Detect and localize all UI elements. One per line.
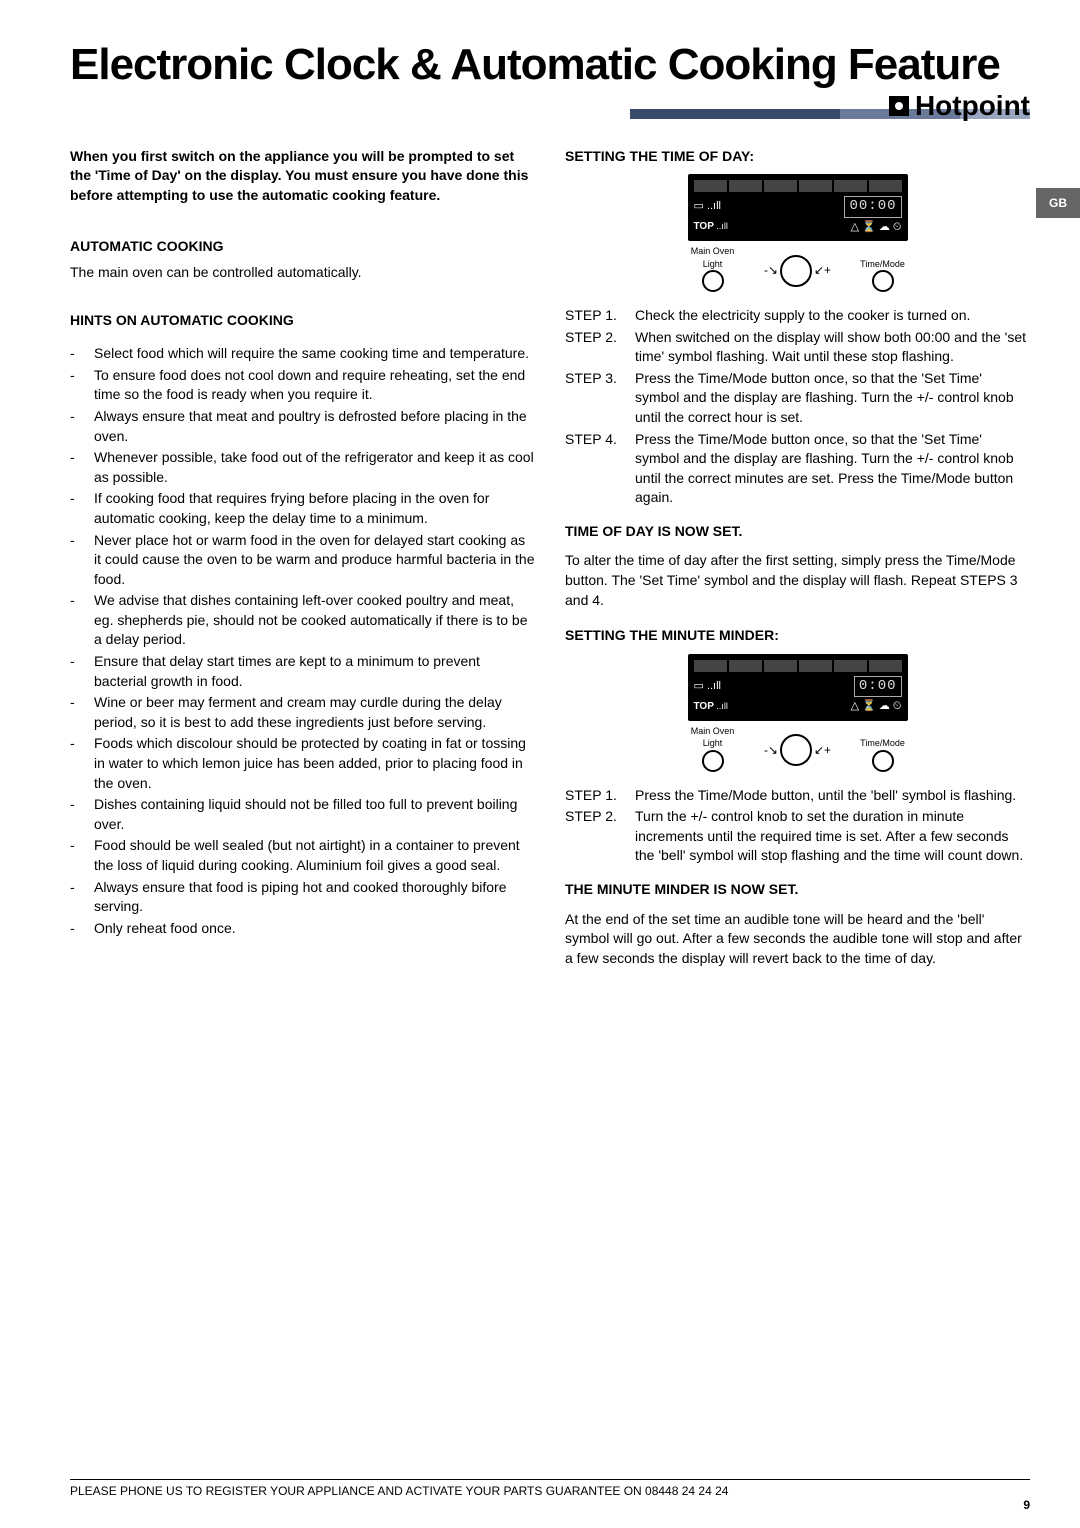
- time-mode-knob[interactable]: [872, 270, 894, 292]
- hint-item: Ensure that delay start times are kept t…: [94, 652, 535, 691]
- step-text: Press the Time/Mode button, until the 'b…: [635, 786, 1030, 806]
- light-knob[interactable]: [702, 270, 724, 292]
- brand-icon: [889, 96, 909, 116]
- display-panel-2: ▭ ..ıll 0:00 TOP ..ıll △ ⏳ ☁ ⏲ Main Oven…: [565, 654, 1030, 776]
- main-oven-label: Main Oven Light: [678, 725, 748, 776]
- hint-item: Foods which discolour should be protecte…: [94, 734, 535, 793]
- step-text: Press the Time/Mode button once, so that…: [635, 430, 1030, 508]
- hint-item: Food should be well sealed (but not airt…: [94, 836, 535, 875]
- minute-steps: STEP 1.Press the Time/Mode button, until…: [565, 786, 1030, 866]
- lcd-display: 00:00: [844, 196, 901, 218]
- minute-now-set-text: At the end of the set time an audible to…: [565, 910, 1030, 969]
- step-row: STEP 2.Turn the +/- control knob to set …: [565, 807, 1030, 866]
- step-text: Press the Time/Mode button once, so that…: [635, 369, 1030, 428]
- hint-item: Always ensure that food is piping hot an…: [94, 878, 535, 917]
- step-label: STEP 2.: [565, 328, 635, 367]
- display-panel-1: ▭ ..ıll 00:00 TOP ..ıll △ ⏳ ☁ ⏲ Main Ove…: [565, 174, 1030, 296]
- step-row: STEP 4.Press the Time/Mode button once, …: [565, 430, 1030, 508]
- hint-item: We advise that dishes containing left-ov…: [94, 591, 535, 650]
- step-row: STEP 2.When switched on the display will…: [565, 328, 1030, 367]
- hints-header: HINTS ON AUTOMATIC COOKING: [70, 311, 535, 331]
- main-oven-label: Main Oven Light: [678, 245, 748, 296]
- brand-text: Hotpoint: [915, 90, 1030, 122]
- time-now-set-header: TIME OF DAY IS NOW SET.: [565, 522, 1030, 542]
- light-knob[interactable]: [702, 750, 724, 772]
- step-label: STEP 1.: [565, 786, 635, 806]
- hints-list: Select food which will require the same …: [70, 344, 535, 938]
- lcd-display: 0:00: [854, 676, 902, 698]
- top-label: TOP: [694, 701, 714, 712]
- footer-text: PLEASE PHONE US TO REGISTER YOUR APPLIAN…: [70, 1484, 728, 1498]
- step-label: STEP 1.: [565, 306, 635, 326]
- time-steps: STEP 1.Check the electricity supply to t…: [565, 306, 1030, 508]
- setting-time-header: SETTING THE TIME OF DAY:: [565, 147, 1030, 167]
- hint-item: To ensure food does not cool down and re…: [94, 366, 535, 405]
- time-mode-label: Time/Mode: [848, 725, 918, 776]
- hint-item: Dishes containing liquid should not be f…: [94, 795, 535, 834]
- minute-now-set-header: THE MINUTE MINDER IS NOW SET.: [565, 880, 1030, 900]
- oven-icon: ▭ ..ıll: [694, 679, 722, 694]
- intro-text: When you first switch on the appliance y…: [70, 147, 535, 206]
- hint-item: Wine or beer may ferment and cream may c…: [94, 693, 535, 732]
- accent-seg-1: [630, 109, 840, 119]
- page-number: 9: [1023, 1498, 1030, 1512]
- step-label: STEP 3.: [565, 369, 635, 428]
- icon-row: △ ⏳ ☁ ⏲: [851, 699, 902, 714]
- time-mode-knob[interactable]: [872, 750, 894, 772]
- automatic-cooking-header: AUTOMATIC COOKING: [70, 237, 535, 257]
- step-row: STEP 3.Press the Time/Mode button once, …: [565, 369, 1030, 428]
- footer: PLEASE PHONE US TO REGISTER YOUR APPLIAN…: [70, 1479, 1030, 1498]
- step-text: Check the electricity supply to the cook…: [635, 306, 1030, 326]
- region-tag: GB: [1036, 188, 1080, 218]
- time-mode-label: Time/Mode: [848, 245, 918, 296]
- step-label: STEP 2.: [565, 807, 635, 866]
- accent-bar: [70, 109, 1030, 119]
- time-now-set-text: To alter the time of day after the first…: [565, 551, 1030, 610]
- hint-item: If cooking food that requires frying bef…: [94, 489, 535, 528]
- hint-item: Always ensure that meat and poultry is d…: [94, 407, 535, 446]
- oven-icon: ▭ ..ıll: [694, 199, 722, 214]
- step-row: STEP 1.Press the Time/Mode button, until…: [565, 786, 1030, 806]
- step-label: STEP 4.: [565, 430, 635, 508]
- left-column: When you first switch on the appliance y…: [70, 147, 535, 969]
- automatic-cooking-sub: The main oven can be controlled automati…: [70, 263, 535, 283]
- icon-row: △ ⏳ ☁ ⏲: [851, 220, 902, 235]
- top-label: TOP: [694, 221, 714, 232]
- step-text: Turn the +/- control knob to set the dur…: [635, 807, 1030, 866]
- control-knob[interactable]: [780, 255, 812, 287]
- brand-logo: Hotpoint: [889, 90, 1030, 122]
- hint-item: Whenever possible, take food out of the …: [94, 448, 535, 487]
- hint-item: Select food which will require the same …: [94, 344, 535, 364]
- control-knob[interactable]: [780, 734, 812, 766]
- right-column: SETTING THE TIME OF DAY: ▭ ..ıll 00:00 T…: [565, 147, 1030, 969]
- hint-item: Only reheat food once.: [94, 919, 535, 939]
- step-text: When switched on the display will show b…: [635, 328, 1030, 367]
- minute-minder-header: SETTING THE MINUTE MINDER:: [565, 626, 1030, 646]
- hint-item: Never place hot or warm food in the oven…: [94, 531, 535, 590]
- step-row: STEP 1.Check the electricity supply to t…: [565, 306, 1030, 326]
- page-title: Electronic Clock & Automatic Cooking Fea…: [70, 40, 1030, 91]
